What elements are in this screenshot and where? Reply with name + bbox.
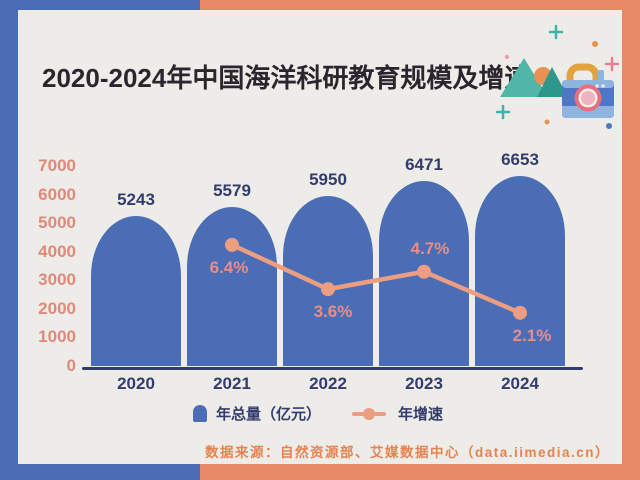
bar-2020 [91, 216, 181, 366]
bar-2023 [379, 181, 469, 366]
growth-value-label: 6.4% [209, 257, 249, 277]
camera-icon [562, 63, 614, 118]
y-axis-tick: 4000 [38, 241, 76, 261]
bar-value-label: 6471 [405, 155, 443, 175]
bar-value-label: 5950 [309, 170, 347, 189]
growth-value-label: 3.6% [313, 302, 353, 322]
dot-icon [504, 41, 612, 129]
bar-2021 [187, 206, 277, 366]
growth-value-label: 2.1% [512, 325, 552, 345]
legend-item-growth: 年增速 [352, 403, 443, 424]
y-axis-tick: 3000 [38, 270, 76, 290]
bar-value-label: 5243 [117, 190, 155, 210]
decoration-cluster [495, 24, 620, 129]
x-axis-label: 2021 [213, 374, 251, 393]
bar-value-label: 5579 [213, 180, 251, 200]
legend-item-total: 年总量（亿元） [193, 403, 321, 424]
growth-value-label: 4.7% [410, 238, 450, 258]
y-axis-tick: 7000 [38, 156, 76, 175]
y-axis-tick: 2000 [38, 298, 76, 318]
x-axis-label: 2020 [117, 374, 155, 393]
bar-legend-label: 年总量（亿元） [216, 406, 322, 423]
line-legend-label: 年增速 [398, 406, 444, 423]
y-axis-tick: 1000 [38, 327, 76, 347]
bar-value-label: 6653 [501, 149, 539, 169]
y-axis-tick: 0 [66, 356, 76, 375]
y-axis-tick: 5000 [38, 213, 76, 233]
x-axis-label: 2022 [309, 374, 347, 393]
mountains-icon [500, 58, 568, 97]
bar-legend-swatch [193, 405, 207, 422]
line-legend-swatch [352, 407, 386, 420]
bar-2022 [283, 196, 373, 366]
y-axis-tick: 6000 [38, 184, 76, 204]
x-axis-label: 2024 [501, 374, 539, 393]
x-axis-label: 2023 [405, 374, 443, 393]
page-title: 2020-2024年中国海洋科研教育规模及增速 [42, 63, 531, 93]
data-source: 数据来源：自然资源部、艾媒数据中心（data.iimedia.cn） [204, 445, 610, 460]
sparkle-icon [495, 24, 620, 120]
x-axis-line [82, 367, 583, 370]
